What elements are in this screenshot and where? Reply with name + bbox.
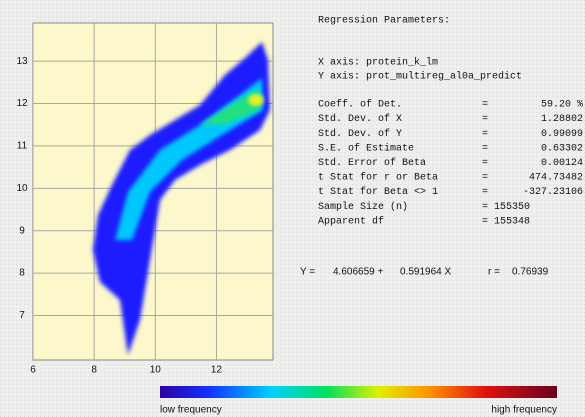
y-tick-label: 11 <box>17 141 28 152</box>
stat-label: Std. Dev. of X <box>318 113 402 125</box>
y-tick-label: 13 <box>16 56 28 67</box>
stat-equals: = <box>482 114 488 125</box>
regression-title: Regression Parameters: <box>318 15 450 27</box>
y-tick-label: 8 <box>19 268 25 279</box>
stat-value: -327.23106 <box>523 187 583 198</box>
stat-equals: = <box>482 202 488 213</box>
y-tick-label: 12 <box>16 98 28 109</box>
stat-label: Std. Error of Beta <box>318 157 426 169</box>
x-tick-label: 8 <box>91 365 97 376</box>
regression-equation: Y = <box>300 267 315 278</box>
x-axis-name: X axis: protein_k_lm <box>318 57 438 69</box>
stat-equals: = <box>482 216 488 227</box>
density-high <box>200 88 260 125</box>
stat-value: 0.63302 <box>541 143 583 154</box>
color-bar <box>160 386 557 398</box>
stat-equals: = <box>482 187 488 198</box>
stat-equals: = <box>482 173 488 184</box>
stat-value: 1.28802 <box>541 114 583 125</box>
density-peak <box>248 94 264 106</box>
stat-value: 155348 <box>494 216 530 227</box>
x-tick-label: 6 <box>30 365 36 376</box>
y-tick-label: 10 <box>16 183 28 194</box>
x-tick-label: 10 <box>150 365 162 376</box>
regression-equation: 4.606659 + <box>333 267 383 278</box>
stat-equals: = <box>482 158 488 169</box>
regression-equation: 0.76939 <box>512 267 549 278</box>
colorbar-low-label: low frequency <box>160 405 222 416</box>
regression-equation: r = <box>488 267 500 278</box>
stat-label: t Stat for r or Beta <box>318 172 438 184</box>
stat-equals: = <box>482 143 488 154</box>
stat-equals: = <box>482 100 488 111</box>
stat-label: Std. Dev. of Y <box>318 128 402 140</box>
stat-value: 474.73482 <box>529 173 583 184</box>
stat-value: 0.99099 <box>541 129 583 140</box>
stat-equals: = <box>482 129 488 140</box>
stat-value: 59.20 % <box>541 100 583 111</box>
stat-label: Apparent df <box>318 215 384 227</box>
y-tick-label: 9 <box>19 225 25 236</box>
density-cloud <box>93 42 270 355</box>
stat-label: Sample Size (n) <box>318 201 408 213</box>
regression-equation: 0.591964 X <box>400 267 451 278</box>
stat-value: 155350 <box>494 202 530 213</box>
colorbar-high-label: high frequency <box>491 405 557 416</box>
stats-table: Coeff. of Det. = 59.20 % Std. Dev. of X = 1.2… <box>318 99 583 228</box>
x-tick-label: 12 <box>211 365 223 376</box>
stat-label: S.E. of Estimate <box>318 142 414 154</box>
y-axis-name: Y axis: prot_multireg_al0a_predict <box>318 71 522 83</box>
stat-label: Coeff. of Det. <box>318 99 402 111</box>
stat-label: t Stat for Beta <> 1 <box>318 186 438 198</box>
y-tick-label: 7 <box>19 310 25 321</box>
stat-value: 0.00124 <box>541 158 583 169</box>
